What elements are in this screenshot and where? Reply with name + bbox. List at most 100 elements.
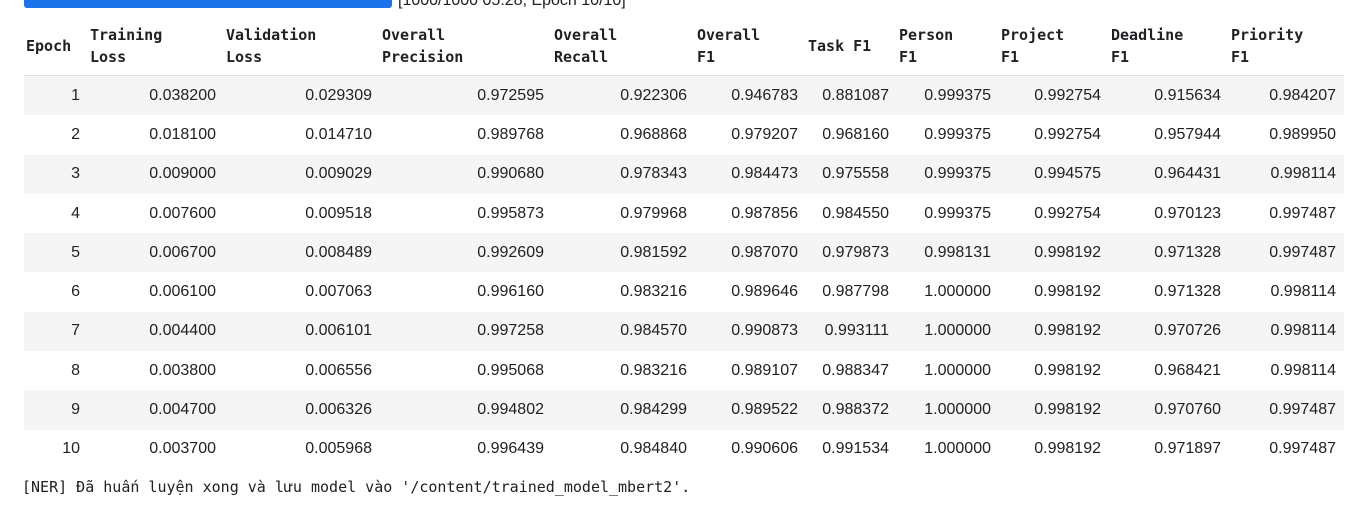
cell-overall-recall: 0.984299 <box>620 401 687 419</box>
cell-epoch: 4 <box>71 204 80 222</box>
cell-overall-f1: 0.989646 <box>731 283 798 301</box>
cell-training-loss: 0.006700 <box>149 243 216 261</box>
cell-deadline-f1: 0.968421 <box>1154 361 1221 379</box>
cell-training-loss: 0.003700 <box>149 440 216 458</box>
cell-priority-f1: 0.997487 <box>1269 243 1336 261</box>
cell-project-f1: 0.992754 <box>1034 204 1101 222</box>
cell-epoch: 9 <box>71 401 80 419</box>
cell-deadline-f1: 0.970123 <box>1154 204 1221 222</box>
table-header-row: Epoch Training Loss Validation Loss Overal… <box>24 18 1344 76</box>
cell-overall-recall: 0.979968 <box>620 204 687 222</box>
cell-priority-f1: 0.997487 <box>1269 440 1336 458</box>
cell-training-loss: 0.004400 <box>149 322 216 340</box>
column-header-overall-f1: Overall F1 <box>695 18 806 76</box>
cell-validation-loss: 0.006326 <box>305 401 372 419</box>
cell-project-f1: 0.998192 <box>1034 243 1101 261</box>
training-progress-bar <box>24 0 394 8</box>
cell-overall-precision: 0.972595 <box>477 86 544 104</box>
table-row: 7 0.004400 0.006101 0.997258 0.984570 0.99087… <box>24 311 1344 352</box>
cell-overall-recall: 0.968868 <box>620 125 687 143</box>
cell-priority-f1: 0.989950 <box>1269 125 1336 143</box>
cell-task-f1: 0.979873 <box>822 243 889 261</box>
cell-project-f1: 0.998192 <box>1034 361 1101 379</box>
cell-priority-f1: 0.998114 <box>1270 322 1336 340</box>
cell-task-f1: 0.984550 <box>822 204 889 222</box>
table-row: 1 0.038200 0.029309 0.972595 0.922306 0.94678… <box>24 75 1344 116</box>
cell-overall-recall: 0.983216 <box>620 361 687 379</box>
cell-epoch: 7 <box>71 322 80 340</box>
cell-person-f1: 0.999375 <box>924 86 991 104</box>
cell-overall-recall: 0.984570 <box>620 322 687 340</box>
cell-training-loss: 0.006100 <box>149 283 216 301</box>
cell-person-f1: 0.999375 <box>924 165 991 183</box>
table-row: 9 0.004700 0.006326 0.994802 0.984299 0.98952… <box>24 390 1344 430</box>
cell-project-f1: 0.994575 <box>1034 165 1101 183</box>
cell-overall-precision: 0.990680 <box>477 165 544 183</box>
cell-overall-precision: 0.995068 <box>477 361 544 379</box>
cell-training-loss: 0.003800 <box>149 361 216 379</box>
cell-deadline-f1: 0.970760 <box>1154 401 1221 419</box>
cell-epoch: 5 <box>71 243 80 261</box>
cell-deadline-f1: 0.957944 <box>1154 125 1221 143</box>
cell-priority-f1: 0.997487 <box>1269 204 1336 222</box>
cell-overall-recall: 0.978343 <box>620 165 687 183</box>
cell-task-f1: 0.881087 <box>822 86 889 104</box>
cell-validation-loss: 0.005968 <box>305 440 372 458</box>
cell-validation-loss: 0.009518 <box>305 204 372 222</box>
progress-bar-fill <box>24 0 392 8</box>
column-header-overall-recall: Overall Recall <box>552 18 695 76</box>
cell-training-loss: 0.004700 <box>149 401 216 419</box>
cell-validation-loss: 0.009029 <box>305 165 372 183</box>
cell-validation-loss: 0.029309 <box>305 86 372 104</box>
cell-priority-f1: 0.984207 <box>1269 86 1336 104</box>
cell-person-f1: 1.000000 <box>924 361 991 379</box>
cell-priority-f1: 0.998114 <box>1270 361 1336 379</box>
cell-deadline-f1: 0.971328 <box>1154 283 1221 301</box>
cell-deadline-f1: 0.970726 <box>1154 322 1221 340</box>
table-row: 8 0.003800 0.006556 0.995068 0.983216 0.98910… <box>24 351 1344 391</box>
cell-overall-f1: 0.989107 <box>731 361 798 379</box>
cell-overall-recall: 0.981592 <box>620 243 687 261</box>
cell-person-f1: 0.998131 <box>924 243 991 261</box>
table-body: 1 0.038200 0.029309 0.972595 0.922306 0.94678… <box>24 75 1344 469</box>
cell-epoch: 3 <box>71 165 80 183</box>
cell-validation-loss: 0.008489 <box>305 243 372 261</box>
cell-overall-f1: 0.990873 <box>731 322 798 340</box>
cell-validation-loss: 0.014710 <box>305 125 372 143</box>
cell-task-f1: 0.987798 <box>822 283 889 301</box>
column-header-overall-precision: Overall Precision <box>380 18 552 76</box>
column-header-task-f1: Task F1 <box>806 18 897 76</box>
cell-overall-f1: 0.987070 <box>731 243 798 261</box>
cell-epoch: 2 <box>71 125 80 143</box>
cell-epoch: 6 <box>71 283 80 301</box>
cell-overall-recall: 0.984840 <box>620 440 687 458</box>
column-header-training-loss: Training Loss <box>88 18 224 76</box>
table-row: 6 0.006100 0.007063 0.996160 0.983216 0.98964… <box>24 272 1344 312</box>
column-header-deadline-f1: Deadline F1 <box>1109 18 1229 76</box>
cell-person-f1: 1.000000 <box>924 401 991 419</box>
cell-training-loss: 0.018100 <box>149 125 216 143</box>
progress-status-text: [1000/1000 05:28, Epoch 10/10] <box>398 0 626 9</box>
cell-training-loss: 0.038200 <box>149 86 216 104</box>
column-header-project-f1: Project F1 <box>999 18 1109 76</box>
training-log-message: [NER] Đã huấn luyện xong và lưu model và… <box>22 478 691 496</box>
cell-person-f1: 1.000000 <box>924 440 991 458</box>
table-row: 5 0.006700 0.008489 0.992609 0.981592 0.98707… <box>24 233 1344 273</box>
cell-task-f1: 0.968160 <box>822 125 889 143</box>
cell-overall-f1: 0.989522 <box>731 401 798 419</box>
cell-overall-precision: 0.995873 <box>477 204 544 222</box>
table-row: 4 0.007600 0.009518 0.995873 0.979968 0.98785… <box>24 193 1344 234</box>
cell-training-loss: 0.009000 <box>149 165 216 183</box>
cell-task-f1: 0.991534 <box>822 440 889 458</box>
cell-overall-precision: 0.989768 <box>477 125 544 143</box>
column-header-priority-f1: Priority F1 <box>1229 18 1344 76</box>
cell-person-f1: 1.000000 <box>924 283 991 301</box>
cell-priority-f1: 0.998114 <box>1270 283 1336 301</box>
cell-overall-precision: 0.996439 <box>477 440 544 458</box>
cell-project-f1: 0.998192 <box>1034 440 1101 458</box>
cell-epoch: 1 <box>71 86 80 104</box>
cell-task-f1: 0.988372 <box>822 401 889 419</box>
cell-validation-loss: 0.007063 <box>305 283 372 301</box>
cell-deadline-f1: 0.971328 <box>1154 243 1221 261</box>
cell-priority-f1: 0.997487 <box>1269 401 1336 419</box>
